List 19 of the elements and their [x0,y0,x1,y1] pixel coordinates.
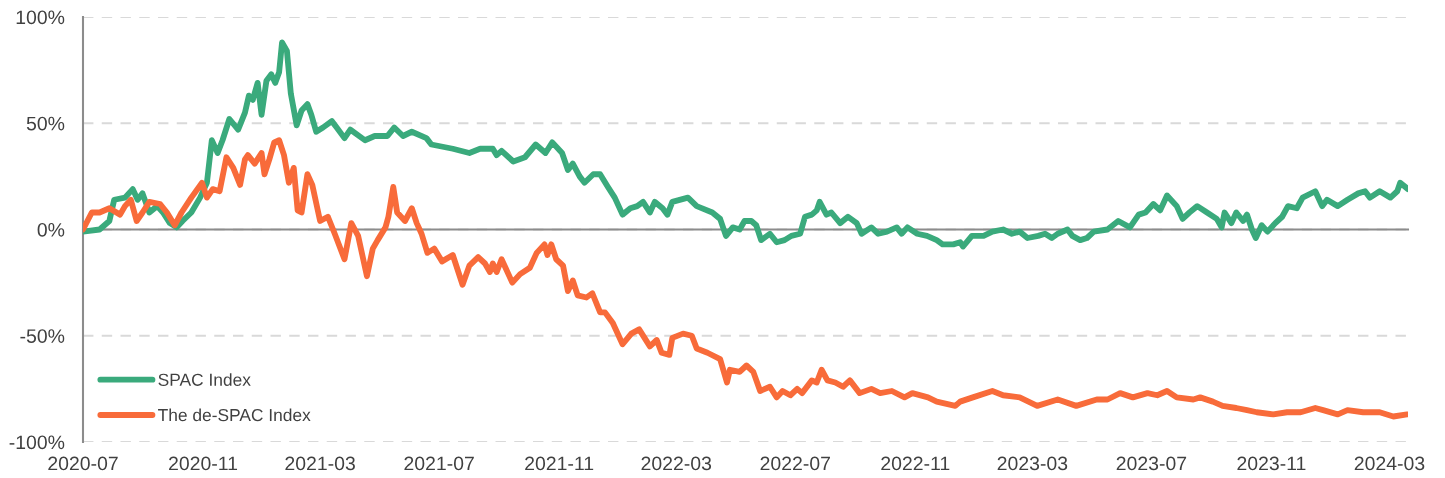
x-tick-label: 2023-07 [1116,456,1187,471]
x-tick-label: 2024-03 [1354,456,1425,471]
y-tick-label: 50% [26,116,65,131]
y-tick-label: -100% [9,435,65,450]
x-tick-label: 2023-11 [1237,456,1306,471]
x-tick-label: 2021-07 [404,456,474,471]
x-tick-label: 2020-11 [169,456,238,471]
x-tick-label: 2022-03 [641,456,712,471]
x-tick-label: 2020-07 [48,456,118,471]
y-tick-label: -50% [20,329,65,343]
x-tick-label: 2022-11 [881,456,950,471]
x-tick-label: 2023-03 [997,456,1068,471]
y-tick-label: 100% [16,10,65,25]
x-tick-label: 2021-11 [525,456,594,471]
x-tick-label: 2021-03 [285,456,355,471]
legend-label: The de-SPAC Index [158,408,311,422]
legend-label: SPAC Index [158,373,251,386]
y-tick-label: 0% [37,222,65,237]
x-tick-label: 2022-07 [760,456,830,471]
